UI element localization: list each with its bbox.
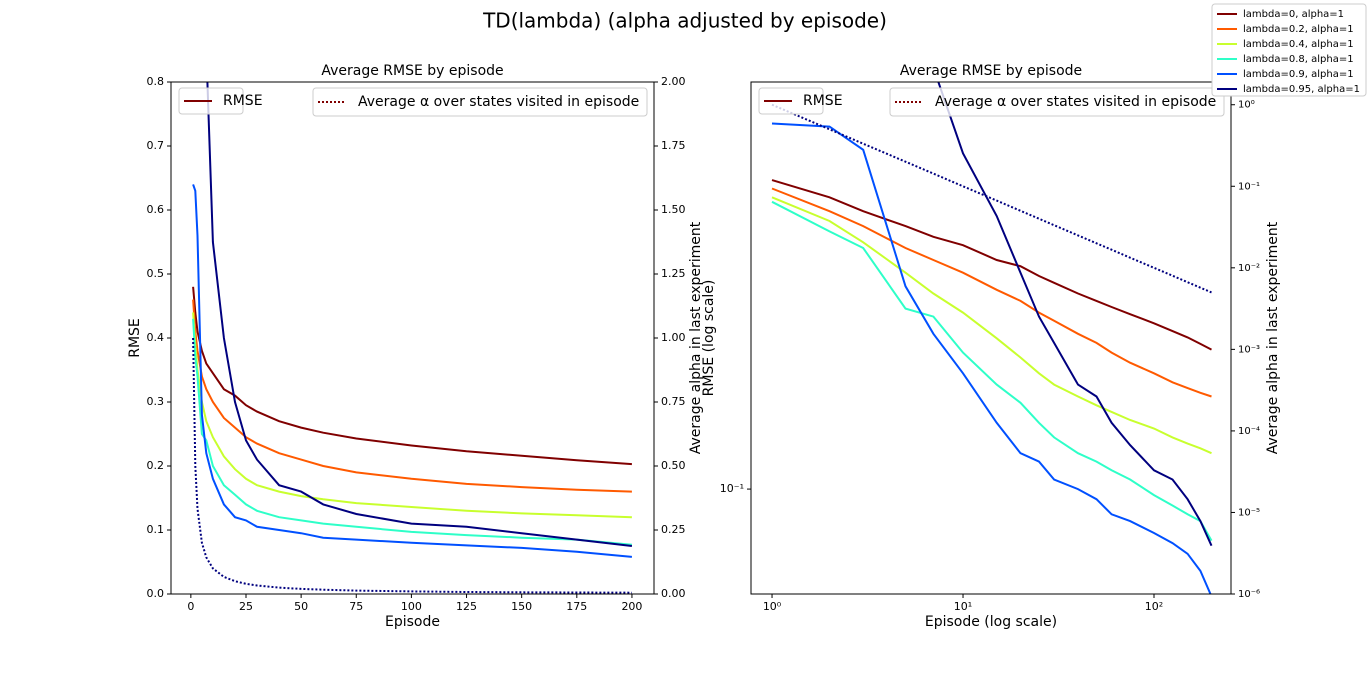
plot-title: Average RMSE by episode [900, 63, 1082, 79]
figure-legend-box [1211, 3, 1367, 97]
y2-tick-label: 1.25 [661, 267, 686, 280]
legend-label: RMSE [803, 93, 843, 109]
legend-label: lambda=0.4, alpha=1 [1243, 39, 1354, 50]
y-tick-label: 0.8 [147, 75, 165, 88]
y2-tick-label: 10⁻³ [1238, 344, 1260, 355]
y2-axis-label: Average alpha in last experiment [1265, 221, 1281, 454]
series-group [771, 82, 1213, 594]
y2-tick-label: 10⁻¹ [1238, 181, 1260, 192]
series-line [771, 200, 1213, 542]
y2-tick-label: 0.00 [661, 587, 686, 600]
series-line [771, 187, 1212, 398]
legend-label: RMSE [223, 93, 263, 109]
x-tick-label: 175 [566, 600, 587, 613]
y2-tick-label: 10⁰ [1238, 100, 1255, 111]
legend-label: lambda=0, alpha=1 [1243, 9, 1344, 20]
y2-tick-label: 0.50 [661, 459, 686, 472]
series-line [192, 184, 632, 558]
y2-tick-label: 2.00 [661, 75, 686, 88]
x-tick-label: 50 [294, 600, 308, 613]
legend-label: lambda=0.8, alpha=1 [1243, 54, 1354, 65]
series-line [771, 122, 1212, 594]
x-axis-label: Episode [385, 614, 440, 630]
plot: Average RMSE by episode 10⁰ 10¹ 10² 10⁻¹ 10⁻⁶… [701, 63, 1281, 630]
series-line [771, 103, 1212, 294]
y2-tick-label: 1.75 [661, 139, 686, 152]
x-tick-label: 0 [187, 600, 194, 613]
y2-tick-label: 1.00 [661, 331, 686, 344]
x-tick-label: 150 [511, 600, 532, 613]
y2-tick-label: 10⁻⁴ [1238, 426, 1260, 437]
legend-box [312, 87, 648, 117]
plot-title: Average RMSE by episode [321, 63, 503, 79]
x-tick-label: 10² [1145, 600, 1163, 613]
legend-label: lambda=0.2, alpha=1 [1243, 24, 1354, 35]
series-line [192, 286, 632, 466]
y-tick-label: 0.7 [147, 139, 165, 152]
y2-tick-label: 0.25 [661, 523, 686, 536]
y-tick-label: 0.4 [147, 331, 165, 344]
plot-frame [170, 81, 655, 595]
y2-tick-label: 10⁻² [1238, 263, 1260, 274]
y2-tick-label: 10⁻⁵ [1238, 507, 1260, 518]
y2-tick-label: 0.75 [661, 395, 686, 408]
x-tick-label: 100 [401, 600, 422, 613]
series-line [206, 82, 633, 547]
x-tick-label: 25 [239, 600, 253, 613]
series-line [771, 196, 1212, 455]
y-tick-label: 0.6 [147, 203, 165, 216]
y-tick-label: 0.1 [147, 523, 165, 536]
x-tick-label: 200 [621, 600, 642, 613]
series-line [192, 312, 632, 519]
y-tick-label: 0.5 [147, 267, 165, 280]
y2-tick-label: 10⁻⁶ [1238, 589, 1260, 600]
x-tick-label: 10⁰ [763, 600, 782, 613]
y-tick-label: 0.0 [147, 587, 165, 600]
y-tick-label: 0.2 [147, 459, 165, 472]
series-line [192, 337, 632, 594]
series-line [771, 179, 1212, 351]
y-tick-label: 0.3 [147, 395, 165, 408]
legend-label: lambda=0.95, alpha=1 [1243, 84, 1360, 95]
series-line [192, 318, 632, 546]
x-tick-label: 75 [349, 600, 363, 613]
x-axis-label: Episode (log scale) [925, 614, 1057, 630]
x-tick-label: 10¹ [954, 600, 972, 613]
y2-tick-label: 1.50 [661, 203, 686, 216]
series-line [937, 82, 1213, 547]
y-tick-label: 10⁻¹ [720, 482, 744, 495]
y-axis-label: RMSE [127, 318, 143, 358]
legend-label: Average α over states visited in episode [358, 94, 639, 110]
plot-frame [750, 81, 1232, 595]
x-tick-label: 125 [456, 600, 477, 613]
figure-title: TD(lambda) (alpha adjusted by episode) [482, 9, 887, 33]
legend-box [889, 87, 1225, 117]
legend-label: lambda=0.9, alpha=1 [1243, 69, 1354, 80]
legend-label: Average α over states visited in episode [935, 94, 1216, 110]
y-axis-label: RMSE (log scale) [701, 280, 717, 397]
plot: Average RMSE by episode 0 25 50 75 100 125 150 1… [127, 63, 704, 630]
y2-axis-label: Average alpha in last experiment [688, 221, 704, 454]
series-group [192, 82, 633, 594]
